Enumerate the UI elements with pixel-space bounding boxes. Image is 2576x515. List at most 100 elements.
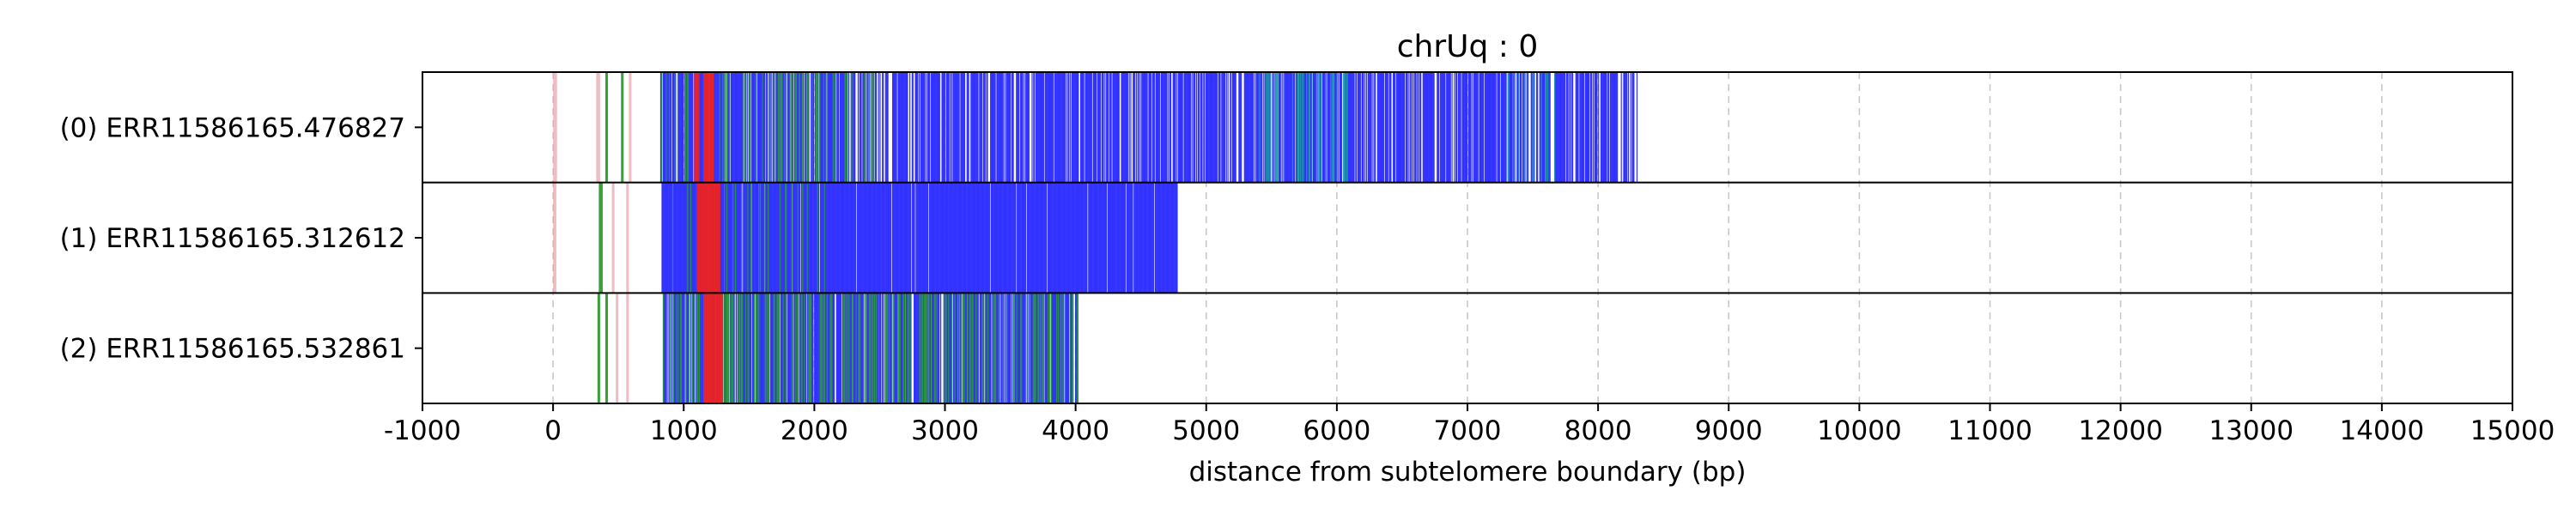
read-segment (1048, 293, 1051, 403)
read-segment (1103, 182, 1105, 294)
read-segment (857, 182, 859, 294)
read-segment (1134, 182, 1137, 294)
read-segment (757, 293, 759, 403)
read-segment (1121, 72, 1123, 183)
read-segment (937, 72, 939, 183)
read-segment (1286, 72, 1289, 183)
read-segment (781, 293, 783, 403)
read-segment (842, 182, 844, 294)
read-segment (1473, 72, 1476, 183)
read-segment (826, 182, 828, 294)
read-segment (747, 293, 749, 403)
read-segment (1346, 72, 1347, 183)
read-segment (823, 293, 826, 403)
read-segment (874, 182, 876, 294)
read-segment (1031, 182, 1033, 294)
read-segment (1446, 72, 1448, 183)
read-segment (975, 182, 976, 294)
read-segment (1009, 293, 1011, 403)
read-segment (1204, 72, 1206, 183)
read-segment (1043, 182, 1045, 294)
read-segment (1041, 72, 1042, 183)
read-segment (969, 293, 970, 403)
read-segment (1457, 72, 1459, 183)
read-segment (1056, 293, 1058, 403)
read-segment (742, 293, 744, 403)
read-segment (678, 72, 680, 183)
read-segment (1611, 72, 1613, 183)
read-segment (691, 293, 693, 403)
read-segment (1143, 182, 1145, 294)
read-segment (1295, 72, 1297, 183)
read-segment (1127, 182, 1129, 294)
read-segment (736, 72, 738, 183)
read-segment (1232, 72, 1235, 183)
read-segment (900, 182, 902, 294)
read-segment (896, 293, 898, 403)
read-segment (1248, 72, 1249, 183)
read-segment (802, 182, 804, 294)
read-segment (1439, 72, 1442, 183)
read-segment (945, 182, 948, 294)
read-segment (723, 72, 726, 183)
read-segment (762, 293, 764, 403)
read-segment (1588, 72, 1589, 183)
read-segment (1224, 72, 1226, 183)
read-segment (1018, 182, 1021, 294)
read-segment (819, 182, 822, 294)
read-segment (1090, 182, 1091, 294)
read-segment (725, 293, 726, 403)
read-segment (847, 72, 848, 183)
read-segment (671, 293, 673, 403)
read-segment (837, 182, 840, 294)
read-segment (1066, 293, 1068, 403)
read-segment (1511, 72, 1514, 183)
read-segment (1062, 72, 1065, 183)
read-segment (852, 182, 854, 294)
read-segment (814, 293, 816, 403)
read-segment (857, 72, 860, 183)
read-segment (1152, 182, 1154, 294)
read-segment (1504, 72, 1505, 183)
read-segment (787, 182, 789, 294)
read-segment (1474, 72, 1477, 183)
read-segment (690, 72, 692, 183)
read-segment (694, 72, 700, 183)
read-segment (981, 72, 983, 183)
read-segment (954, 72, 957, 183)
read-segment (727, 293, 729, 403)
read-segment (1086, 182, 1088, 294)
read-segment (1027, 182, 1030, 294)
read-segment (1419, 72, 1421, 183)
read-segment (957, 72, 959, 183)
read-segment (882, 182, 884, 294)
read-segment (729, 293, 731, 403)
read-segment (969, 293, 971, 403)
read-segment (801, 72, 803, 183)
read-segment (1255, 72, 1257, 183)
read-segment (1109, 182, 1111, 294)
read-segment (1429, 72, 1431, 183)
x-tick-label: 2000 (781, 415, 848, 446)
read-segment (1264, 72, 1266, 183)
read-segment (1058, 293, 1060, 403)
read-segment (999, 182, 1002, 294)
read-segment (693, 182, 696, 294)
read-segment (915, 182, 917, 294)
read-segment (1123, 182, 1125, 294)
read-segment (730, 293, 732, 403)
read-segment (738, 72, 740, 183)
read-segment (908, 182, 911, 294)
read-segment (1101, 72, 1103, 183)
read-segment (972, 182, 974, 294)
read-segment (1472, 72, 1473, 183)
read-segment (1397, 72, 1399, 183)
read-segment (948, 182, 950, 294)
read-segment (1414, 72, 1416, 183)
read-segment (896, 293, 899, 403)
read-segment (1063, 72, 1066, 183)
read-segment (1469, 72, 1471, 183)
read-segment (742, 72, 744, 183)
read-segment (996, 182, 998, 294)
read-segment (830, 182, 832, 294)
